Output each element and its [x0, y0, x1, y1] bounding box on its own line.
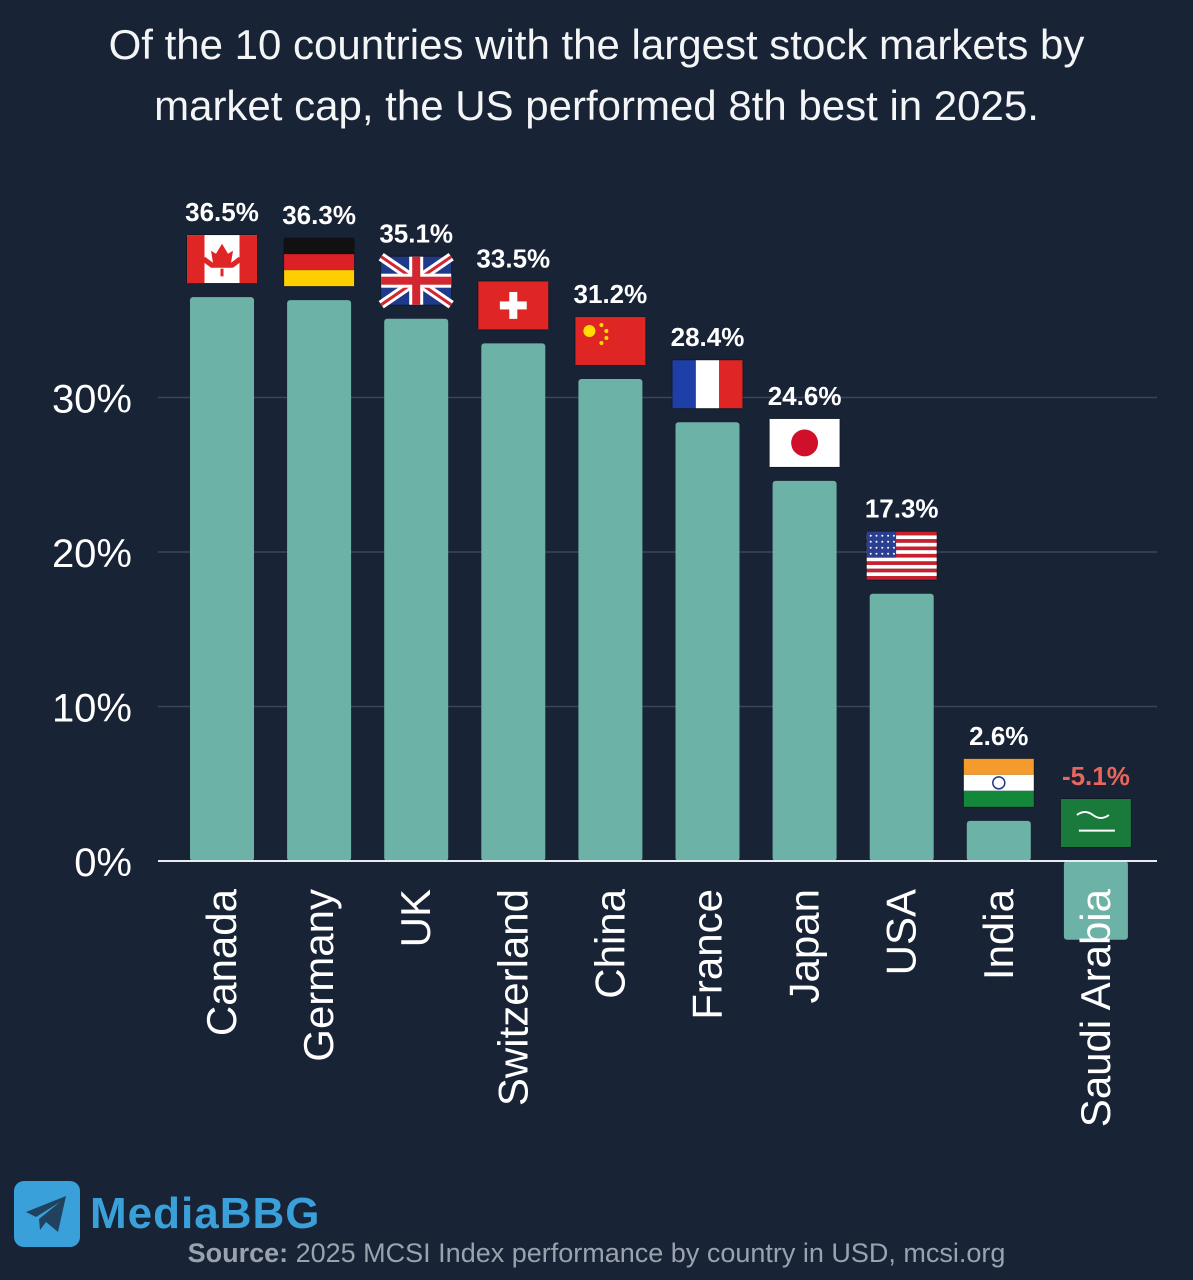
y-tick-label-20: 20%	[52, 532, 132, 576]
watermark-brand: MediaBBG	[90, 1189, 321, 1238]
title-line-2: market cap, the US performed 8th best in…	[154, 82, 1039, 129]
usa-flag	[865, 530, 938, 581]
y-tick-label-10: 10%	[52, 687, 132, 731]
y-tick-label-30: 30%	[52, 378, 132, 422]
telegram-plane-icon	[14, 1181, 80, 1247]
watermark: MediaBBG	[14, 1180, 320, 1248]
x-tick-label-switzerland: Switzerland	[489, 889, 536, 1106]
value-label-france: 28.4%	[671, 322, 745, 352]
x-tick-label-canada: Canada	[198, 888, 245, 1036]
bar-uk	[384, 318, 449, 862]
bar-saudi-arabia	[1063, 861, 1128, 940]
x-tick-label-japan: Japan	[781, 889, 828, 1003]
india-flag	[962, 757, 1035, 808]
bar-usa	[869, 593, 934, 861]
switzerland-flag	[477, 280, 550, 331]
france-flag	[671, 359, 744, 410]
source-text: 2025 MCSI Index performance by country i…	[288, 1238, 1006, 1268]
bar-canada	[190, 297, 254, 861]
value-label-usa: 17.3%	[865, 494, 939, 524]
x-tick-label-usa: USA	[878, 889, 925, 975]
y-tick-label-0: 0%	[74, 841, 132, 885]
bar-switzerland	[481, 343, 546, 861]
x-tick-label-germany: Germany	[295, 889, 342, 1062]
value-label-switzerland: 33.5%	[476, 243, 550, 273]
value-label-china: 31.2%	[574, 279, 648, 309]
saudi-arabia-flag	[1059, 798, 1132, 848]
germany-flag	[283, 237, 356, 288]
x-tick-label-china: China	[586, 888, 633, 998]
uk-flag	[378, 252, 454, 309]
value-label-india: 2.6%	[969, 721, 1028, 751]
bar-japan	[772, 480, 837, 861]
x-tick-label-india: India	[975, 888, 1022, 980]
bar-germany	[287, 300, 352, 861]
source-note: Source: 2025 MCSI Index performance by c…	[0, 1238, 1193, 1269]
x-tick-label-france: France	[684, 889, 731, 1020]
chart-title: Of the 10 countries with the largest sto…	[0, 14, 1193, 136]
source-label: Source:	[187, 1238, 289, 1268]
title-line-1: Of the 10 countries with the largest sto…	[108, 21, 1085, 68]
bar-france	[675, 422, 740, 861]
x-tick-label-saudi-arabia: Saudi Arabia	[1072, 888, 1119, 1127]
china-flag	[574, 315, 647, 366]
bar-india	[966, 820, 1031, 861]
value-label-uk: 35.1%	[379, 219, 453, 249]
value-label-saudi-arabia: -5.1%	[1062, 761, 1130, 791]
value-label-japan: 24.6%	[768, 381, 842, 411]
value-label-germany: 36.3%	[282, 200, 356, 230]
bar-china	[578, 378, 643, 861]
japan-flag	[768, 417, 841, 468]
canada-flag	[186, 234, 258, 285]
value-label-canada: 36.5%	[185, 197, 259, 227]
x-tick-label-uk: UK	[392, 889, 439, 947]
